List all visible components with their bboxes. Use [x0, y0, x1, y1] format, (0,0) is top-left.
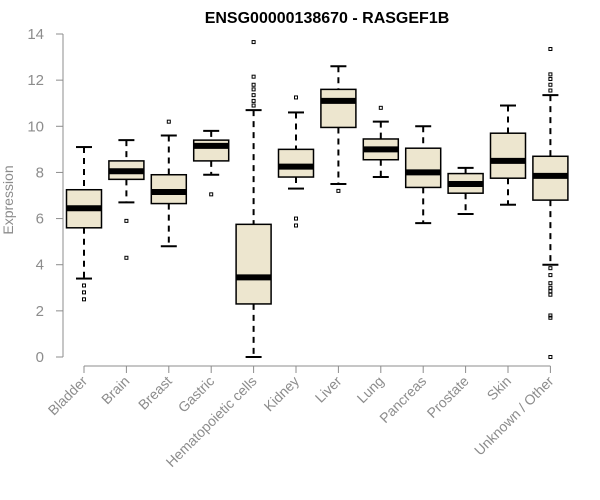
- outlier-point: [548, 315, 553, 320]
- outlier-point: [548, 285, 553, 290]
- x-tick-label: Bladder: [45, 373, 91, 419]
- box-unknown-other: [532, 46, 569, 359]
- outlier-point: [548, 88, 553, 93]
- outlier-point: [251, 93, 256, 98]
- y-tick-label: 4: [36, 257, 44, 274]
- box-lung: [362, 105, 400, 179]
- x-tick-label: Liver: [312, 373, 345, 406]
- outlier-point: [294, 223, 298, 228]
- box-liver: [320, 65, 357, 193]
- outlier-point: [251, 40, 256, 45]
- y-axis-label: Expression: [0, 165, 16, 234]
- outlier-point: [548, 266, 553, 271]
- outlier-point: [251, 98, 256, 103]
- outlier-point: [209, 192, 214, 197]
- x-tick-label: Lung: [354, 373, 387, 406]
- iqr-box: [404, 147, 442, 189]
- x-tick-label: Skin: [484, 373, 515, 404]
- outlier-point: [548, 355, 553, 359]
- box-kidney: [277, 95, 315, 228]
- x-tick-label: Kidney: [261, 373, 303, 415]
- y-tick-label: 14: [27, 26, 44, 43]
- outlier-point: [124, 255, 129, 260]
- outlier-point: [82, 283, 86, 288]
- outlier-point: [548, 281, 553, 286]
- iqr-box: [489, 132, 527, 179]
- outlier-point: [251, 82, 256, 87]
- x-tick-label: Prostate: [424, 373, 472, 421]
- outlier-point: [548, 82, 553, 87]
- x-tick-label: Pancreas: [376, 373, 429, 426]
- outlier-point: [82, 290, 86, 295]
- box-brain: [108, 139, 145, 260]
- iqr-box: [320, 88, 357, 129]
- outlier-point: [548, 76, 553, 81]
- outlier-point: [336, 188, 341, 193]
- box-hematopoietic-cells: [235, 40, 272, 358]
- x-tick-label: Brain: [98, 373, 132, 407]
- iqr-box: [277, 148, 315, 178]
- y-tick-label: 6: [36, 211, 44, 228]
- x-tick-label: Breast: [135, 373, 175, 413]
- y-tick-label: 8: [36, 164, 44, 181]
- outlier-point: [548, 46, 553, 51]
- outlier-point: [294, 95, 298, 100]
- outlier-point: [124, 218, 129, 223]
- outlier-point: [548, 292, 553, 297]
- outlier-point: [548, 289, 553, 294]
- y-tick-label: 0: [36, 349, 44, 366]
- box-prostate: [447, 166, 484, 215]
- outlier-point: [548, 313, 553, 318]
- outlier-point: [251, 74, 256, 79]
- plot-area: [65, 40, 569, 359]
- x-tick-label: Unknown / Other: [471, 373, 557, 459]
- y-axis: 0 2 4 6 8 10 12 14: [27, 26, 64, 366]
- y-tick-label: 12: [27, 72, 44, 89]
- chart-title: ENSG00000138670 - RASGEF1B: [205, 10, 450, 27]
- outlier-point: [294, 216, 298, 221]
- outlier-point: [166, 119, 171, 124]
- outlier-point: [548, 273, 553, 278]
- outlier-point: [378, 105, 383, 110]
- outlier-point: [251, 103, 256, 108]
- outlier-point: [82, 297, 86, 302]
- y-tick-label: 2: [36, 303, 44, 320]
- y-tick-label: 10: [27, 118, 44, 135]
- box-skin: [489, 104, 527, 206]
- box-pancreas: [404, 125, 442, 225]
- iqr-box: [235, 223, 272, 305]
- outlier-point: [548, 72, 553, 77]
- outlier-point: [251, 87, 256, 92]
- box-breast: [150, 119, 188, 248]
- box-bladder: [65, 146, 103, 302]
- box-gastric: [192, 129, 230, 197]
